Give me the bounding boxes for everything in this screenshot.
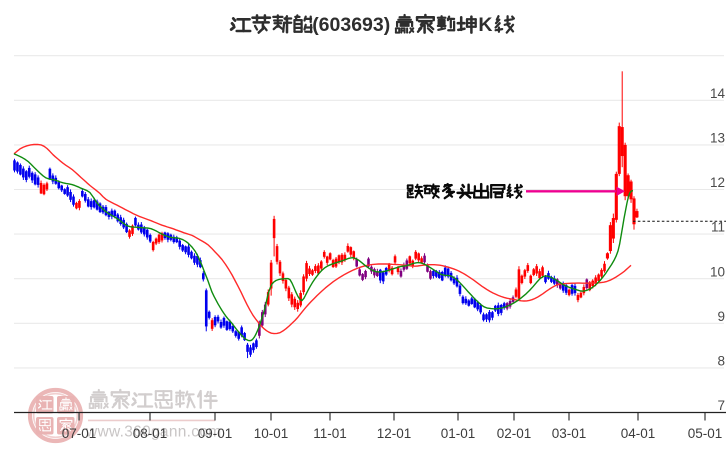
svg-text:9: 9 [717,309,725,324]
svg-text:14: 14 [710,86,726,101]
svg-text:01-01: 01-01 [441,426,476,441]
svg-text:10-01: 10-01 [254,426,289,441]
svg-text:12: 12 [710,175,725,190]
svg-text:10: 10 [710,264,725,279]
svg-text:05-01: 05-01 [688,426,723,441]
svg-text:7: 7 [717,398,725,413]
svg-text:K: K [478,14,492,36]
svg-text:07-01: 07-01 [62,426,97,441]
svg-text:11: 11 [711,220,725,235]
svg-text:12-01: 12-01 [377,426,412,441]
svg-text:02-01: 02-01 [497,426,532,441]
svg-text:09-01: 09-01 [198,426,233,441]
svg-text:(603693): (603693) [312,14,390,36]
svg-text:13: 13 [710,131,725,146]
svg-text:www.360gann.com: www.360gann.com [85,424,221,441]
svg-text:8: 8 [717,354,725,369]
svg-text:04-01: 04-01 [621,426,656,441]
svg-text:11-01: 11-01 [313,426,347,441]
svg-text:08-01: 08-01 [133,426,168,441]
svg-text:03-01: 03-01 [552,426,587,441]
